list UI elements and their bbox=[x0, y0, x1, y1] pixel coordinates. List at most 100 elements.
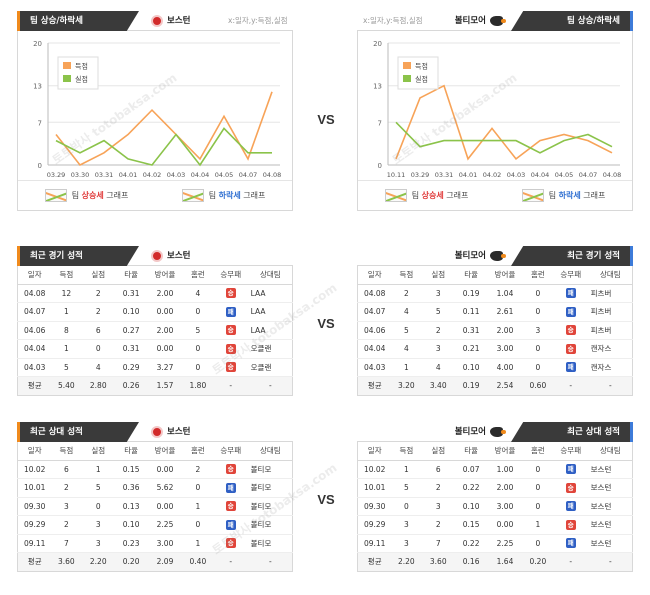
result-badge: 승 bbox=[225, 538, 236, 549]
left-uptrend-legend[interactable]: 팀 상승세 그래프 bbox=[44, 189, 129, 202]
result-badge: 패 bbox=[565, 464, 576, 475]
cell-hr: 1 bbox=[182, 534, 213, 553]
red-sox-logo-icon bbox=[151, 15, 163, 27]
cell-hr: 0 bbox=[522, 358, 553, 377]
x-tick-label: 04.03 bbox=[507, 171, 526, 179]
cell-ra: 2 bbox=[81, 284, 116, 303]
table-row: 04.08 12 2 0.31 2.00 4 승 LAA bbox=[17, 284, 293, 303]
cell-hr: 1 bbox=[522, 515, 553, 535]
cell-hr: 5 bbox=[182, 321, 213, 340]
right-uptrend-label: 팀 상승세 그래프 bbox=[412, 190, 469, 201]
trend-graph-icon bbox=[384, 189, 407, 202]
avg-cell-era: 1.57 bbox=[147, 376, 183, 395]
cell-era: 2.25 bbox=[147, 515, 183, 535]
cell-date: 09.11 bbox=[17, 534, 52, 553]
cell-hr: 0 bbox=[182, 358, 213, 377]
line-chart-svg: 20 13 7 0 10.11 03.29 03.31 04.01 04.02 04.03 04.0… bbox=[373, 40, 621, 179]
x-tick-label: 03.31 bbox=[95, 171, 114, 179]
avg-cell-res: - bbox=[212, 552, 249, 571]
column-header: 승무패 bbox=[212, 442, 249, 461]
column-header: 홈런 bbox=[522, 266, 553, 285]
left-up-suffix: 그래프 bbox=[103, 191, 129, 200]
column-header: 홈런 bbox=[182, 442, 213, 461]
right-trend-team: 볼티모어 bbox=[455, 11, 506, 31]
cell-opp: 볼티모 bbox=[248, 497, 293, 516]
avg-cell-opp: - bbox=[248, 376, 293, 395]
table-row: 09.29 3 2 0.15 0.00 1 승 보스턴 bbox=[357, 515, 633, 535]
cell-r: 0 bbox=[391, 497, 422, 516]
cell-date: 04.04 bbox=[17, 339, 52, 359]
right-downtrend-legend[interactable]: 팀 하락세 그래프 bbox=[521, 189, 606, 202]
cell-r: 4 bbox=[391, 339, 422, 359]
cell-date: 09.30 bbox=[17, 497, 52, 516]
x-tick-label: 04.01 bbox=[459, 171, 478, 179]
cell-date: 04.03 bbox=[357, 358, 392, 377]
cell-date: 04.08 bbox=[357, 284, 392, 303]
column-header: 승무패 bbox=[212, 266, 249, 285]
result-cell: 승 bbox=[212, 321, 249, 340]
x-tick-label: 04.03 bbox=[167, 171, 186, 179]
avg-cell-era: 1.64 bbox=[487, 552, 523, 571]
red-sox-logo-icon bbox=[151, 250, 163, 262]
cell-r: 1 bbox=[51, 339, 82, 359]
cell-avg: 0.31 bbox=[115, 339, 148, 359]
right-h2h-header: 볼티모어 최근 상대 성적 bbox=[357, 422, 633, 442]
cell-r: 3 bbox=[391, 534, 422, 553]
table-row: 09.30 0 3 0.10 3.00 0 패 보스턴 bbox=[357, 497, 633, 516]
cell-opp: 보스턴 bbox=[588, 478, 633, 498]
right-h2h-team: 볼티모어 bbox=[455, 422, 506, 442]
cell-hr: 1 bbox=[182, 497, 213, 516]
left-h2h-panel: 최근 상대 성적 보스턴 일자 득점 실점 타율 방어율 홈런 승무패 상대팀 10.02 6 1 0… bbox=[17, 422, 293, 572]
table-row: 04.03 5 4 0.29 3.27 0 승 오클랜 bbox=[17, 358, 293, 377]
avg-cell-label: 평균 bbox=[17, 376, 52, 395]
right-trend-tab: 팀 상승/하락세 bbox=[511, 11, 633, 31]
avg-cell-opp: - bbox=[588, 552, 633, 571]
table-row: 10.01 5 2 0.22 2.00 0 승 보스턴 bbox=[357, 478, 633, 498]
y-tick-label: 20 bbox=[373, 40, 382, 48]
avg-cell-hr: 1.80 bbox=[182, 376, 213, 395]
table-row: 09.11 7 3 0.23 3.00 1 승 볼티모 bbox=[17, 534, 293, 553]
result-badge: 패 bbox=[565, 501, 576, 512]
table-header-row: 일자 득점 실점 타율 방어율 홈런 승무패 상대팀 bbox=[357, 442, 633, 461]
result-cell: 승 bbox=[212, 534, 249, 553]
cell-ra: 0 bbox=[81, 339, 116, 359]
cell-date: 04.03 bbox=[17, 358, 52, 377]
cell-hr: 0 bbox=[522, 460, 553, 479]
cell-ra: 3 bbox=[421, 339, 456, 359]
cell-ra: 3 bbox=[81, 534, 116, 553]
x-tick-label: 04.05 bbox=[215, 171, 234, 179]
cell-opp: 보스턴 bbox=[588, 497, 633, 516]
cell-opp: 오클랜 bbox=[248, 339, 293, 359]
cell-ra: 3 bbox=[421, 497, 456, 516]
y-tick-label: 20 bbox=[33, 40, 42, 48]
x-tick-label: 04.08 bbox=[263, 171, 282, 179]
right-down-prefix: 팀 bbox=[548, 191, 559, 200]
table-row: 04.04 4 3 0.21 3.00 0 승 캔자스 bbox=[357, 339, 633, 359]
result-cell: 승 bbox=[212, 284, 249, 303]
left-axis-hint: x:일자,y:득점,실점 bbox=[228, 16, 288, 25]
left-h2h-header: 최근 상대 성적 보스턴 bbox=[17, 422, 293, 442]
result-cell: 승 bbox=[552, 321, 589, 340]
legend-label: 득점 bbox=[415, 63, 428, 71]
cell-era: 1.00 bbox=[487, 460, 523, 479]
left-recent-panel: 최근 경기 성적 보스턴 일자 득점 실점 타율 방어율 홈런 승무패 상대팀 04.08 12 2… bbox=[17, 246, 293, 396]
right-down-suffix: 그래프 bbox=[580, 191, 606, 200]
cell-era: 2.61 bbox=[487, 302, 523, 322]
cell-r: 5 bbox=[51, 358, 82, 377]
cell-r: 1 bbox=[51, 302, 82, 322]
cell-ra: 4 bbox=[421, 358, 456, 377]
left-downtrend-legend[interactable]: 팀 하락세 그래프 bbox=[181, 189, 265, 202]
result-badge: 패 bbox=[225, 482, 236, 493]
table-row: 09.29 2 3 0.10 2.25 0 패 볼티모 bbox=[17, 515, 293, 535]
avg-cell-res: - bbox=[552, 376, 589, 395]
right-uptrend-legend[interactable]: 팀 상승세 그래프 bbox=[384, 189, 469, 202]
result-cell: 패 bbox=[212, 302, 249, 322]
avg-cell-hr: 0.40 bbox=[182, 552, 213, 571]
legend-swatch bbox=[403, 62, 411, 69]
avg-cell-res: - bbox=[552, 552, 589, 571]
table-row: 04.06 5 2 0.31 2.00 3 승 피츠버 bbox=[357, 321, 633, 340]
avg-cell-ra: 3.60 bbox=[421, 552, 456, 571]
x-tick-label: 04.07 bbox=[239, 171, 258, 179]
cell-date: 09.11 bbox=[357, 534, 392, 553]
